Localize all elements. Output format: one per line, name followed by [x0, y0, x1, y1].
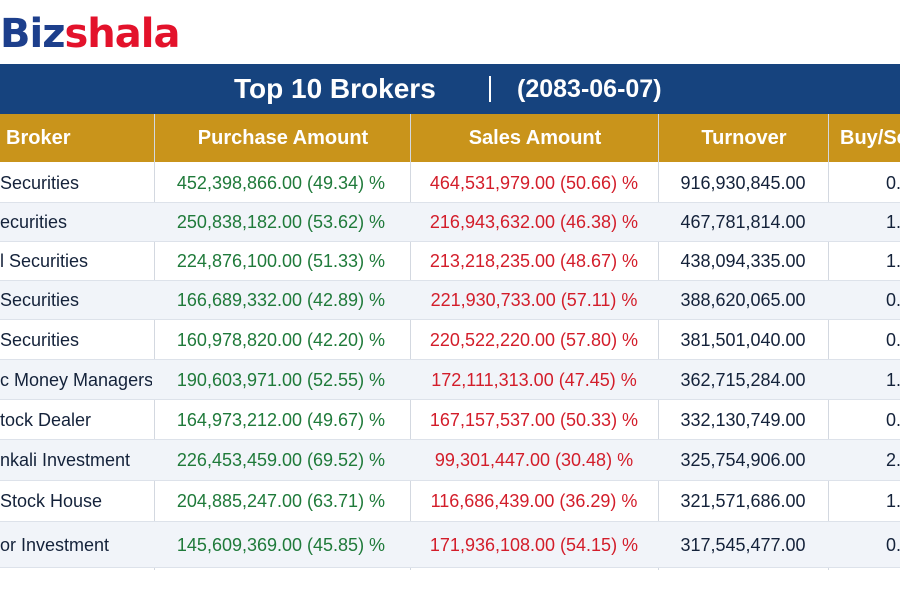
sales-amount: 464,531,979.00 (50.66) % — [429, 172, 639, 193]
column-header-ratio[interactable]: Buy/Se — [840, 127, 900, 149]
row-divider — [0, 567, 900, 568]
sales-amount: 172,111,313.00 (47.45) % — [431, 369, 637, 390]
column-header-broker[interactable]: Broker — [6, 127, 71, 149]
title-bar: Top 10 Brokers (2083-06-07) — [0, 64, 900, 114]
row-divider — [0, 480, 900, 481]
row-divider — [0, 319, 900, 320]
table-row[interactable]: c Money Managers 190,603,971.00 (52.55) %… — [0, 360, 900, 400]
table-row[interactable]: Stock House 204,885,247.00 (63.71) % 116,6… — [0, 481, 900, 522]
buy-sell-ratio: 2. — [886, 450, 900, 470]
buy-sell-ratio: 0. — [886, 534, 900, 555]
table-row[interactable]: Securities 452,398,866.00 (49.34) % 464,53… — [0, 163, 900, 203]
sales-amount: 221,930,733.00 (57.11) % — [430, 290, 638, 310]
purchase-amount: 226,453,459.00 (69.52) % — [176, 450, 386, 470]
broker-name: ecurities — [0, 212, 68, 232]
sales-amount: 167,157,537.00 (50.33) % — [429, 409, 639, 430]
turnover-amount: 916,930,845.00 — [680, 172, 806, 193]
row-divider — [0, 359, 900, 360]
table-row[interactable]: nkali Investment 226,453,459.00 (69.52) %… — [0, 440, 900, 481]
buy-sell-ratio: 0. — [886, 329, 900, 350]
broker-name: Stock House — [0, 491, 103, 511]
broker-name: Securities — [0, 329, 80, 350]
broker-name: Securities — [0, 172, 80, 193]
turnover-amount: 438,094,335.00 — [680, 251, 806, 271]
buy-sell-ratio: 1. — [886, 251, 900, 271]
broker-name: c Money Managers — [0, 369, 152, 390]
buy-sell-ratio: 0. — [886, 290, 900, 310]
table-row[interactable]: Securities 166,689,332.00 (42.89) % 221,93… — [0, 281, 900, 320]
table-row[interactable]: tock Dealer 164,973,212.00 (49.67) % 167,1… — [0, 400, 900, 440]
column-header-purchase[interactable]: Purchase Amount — [197, 127, 369, 149]
purchase-amount: 190,603,971.00 (52.55) % — [176, 369, 386, 390]
buy-sell-ratio: 0. — [886, 409, 900, 430]
page-title: Top 10 Brokers — [234, 73, 436, 104]
row-divider — [0, 280, 900, 281]
turnover-amount: 467,781,814.00 — [680, 212, 806, 232]
broker-name: Securities — [0, 290, 80, 310]
sales-amount: 220,522,220.00 (57.80) % — [429, 329, 639, 350]
turnover-amount: 321,571,686.00 — [680, 491, 806, 511]
row-divider — [0, 241, 900, 242]
buy-sell-ratio: 1. — [886, 369, 900, 390]
broker-name: nkali Investment — [0, 450, 131, 470]
purchase-amount: 166,689,332.00 (42.89) % — [176, 290, 386, 310]
purchase-amount: 250,838,182.00 (53.62) % — [176, 212, 386, 232]
purchase-amount: 224,876,100.00 (51.33) % — [176, 251, 386, 271]
purchase-amount: 145,609,369.00 (45.85) % — [176, 534, 386, 555]
purchase-amount: 204,885,247.00 (63.71) % — [176, 491, 386, 511]
broker-name: l Securities — [0, 251, 89, 271]
table-row[interactable]: l Securities 224,876,100.00 (51.33) % 213,… — [0, 242, 900, 281]
logo-part-shala: shala — [64, 11, 180, 57]
purchase-amount: 452,398,866.00 (49.34) % — [176, 172, 386, 193]
turnover-amount: 381,501,040.00 — [680, 329, 806, 350]
sales-amount: 116,686,439.00 (36.29) % — [430, 491, 638, 511]
logo-part-biz: Biz — [0, 11, 65, 57]
bizshala-logo: Bizshala — [0, 10, 180, 58]
sales-amount: 213,218,235.00 (48.67) % — [429, 251, 639, 271]
title-divider — [489, 76, 491, 102]
report-date: (2083-06-07) — [517, 75, 662, 103]
table-row[interactable]: Securities 160,978,820.00 (42.20) % 220,52… — [0, 320, 900, 360]
purchase-amount: 164,973,212.00 (49.67) % — [176, 409, 386, 430]
sales-amount: 216,943,632.00 (46.38) % — [429, 212, 639, 232]
column-divider — [828, 114, 829, 570]
buy-sell-ratio: 0. — [886, 172, 900, 193]
row-divider — [0, 439, 900, 440]
table-header: Broker Purchase Amount Sales Amount Turn… — [0, 114, 900, 162]
purchase-amount: 160,978,820.00 (42.20) % — [176, 329, 386, 350]
column-header-sales[interactable]: Sales Amount — [468, 127, 602, 149]
buy-sell-ratio: 1. — [886, 491, 900, 511]
column-header-turnover[interactable]: Turnover — [701, 127, 787, 149]
buy-sell-ratio: 1. — [886, 212, 900, 232]
sales-amount: 99,301,447.00 (30.48) % — [434, 450, 634, 470]
table-row[interactable]: ecurities 250,838,182.00 (53.62) % 216,943… — [0, 203, 900, 242]
turnover-amount: 362,715,284.00 — [680, 369, 806, 390]
broker-name: tock Dealer — [0, 409, 92, 430]
row-divider — [0, 202, 900, 203]
table-row[interactable]: or Investment 145,609,369.00 (45.85) % 171… — [0, 522, 900, 568]
column-divider — [154, 114, 155, 570]
turnover-amount: 388,620,065.00 — [680, 290, 806, 310]
row-divider — [0, 399, 900, 400]
broker-name: or Investment — [0, 534, 110, 555]
sales-amount: 171,936,108.00 (54.15) % — [429, 534, 639, 555]
row-divider — [0, 521, 900, 522]
column-divider — [658, 114, 659, 570]
turnover-amount: 317,545,477.00 — [680, 534, 806, 555]
column-divider — [410, 114, 411, 570]
turnover-amount: 325,754,906.00 — [680, 450, 806, 470]
turnover-amount: 332,130,749.00 — [680, 409, 806, 430]
